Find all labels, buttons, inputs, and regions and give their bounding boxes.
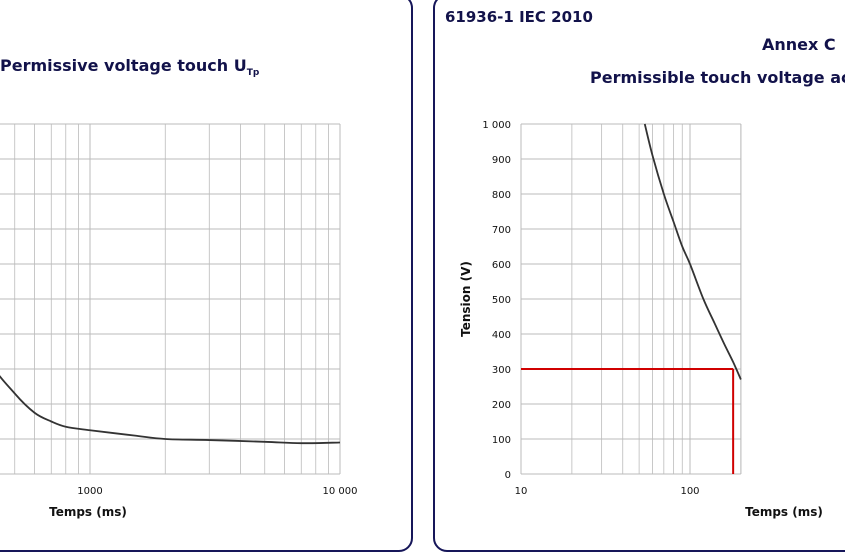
standard-header: 61936-1 IEC 2010 <box>445 8 593 26</box>
series-line <box>643 123 742 380</box>
right-chart-title: Permissible touch voltage ac <box>590 68 845 87</box>
y-tick-label: 900 <box>492 155 511 166</box>
x-tick-label: 10 <box>515 486 528 497</box>
left-chart-panel <box>0 0 413 552</box>
y-tick-label: 200 <box>492 400 511 411</box>
y-tick-label: 800 <box>492 190 511 201</box>
y-tick-label: 300 <box>492 365 511 376</box>
y-tick-label: 500 <box>492 295 511 306</box>
y-tick-label: 600 <box>492 260 511 271</box>
x-axis-label: Temps (ms) <box>745 505 823 519</box>
y-tick-label: 0 <box>505 470 511 481</box>
series-line <box>0 375 341 445</box>
annex-label: Annex C <box>762 35 836 54</box>
x-tick-label: 100 <box>680 486 699 497</box>
y-tick-label: 700 <box>492 225 511 236</box>
x-tick-label: 1000 <box>77 486 102 497</box>
x-tick-label: 10 000 <box>323 486 358 497</box>
y-axis-label: Tension (V) <box>459 261 473 337</box>
x-axis-label: Temps (ms) <box>49 505 127 519</box>
left-chart-title: Permissive voltage touch UTp <box>0 56 260 79</box>
y-tick-label: 400 <box>492 330 511 341</box>
y-tick-label: 1 000 <box>482 120 511 131</box>
y-tick-label: 100 <box>492 435 511 446</box>
